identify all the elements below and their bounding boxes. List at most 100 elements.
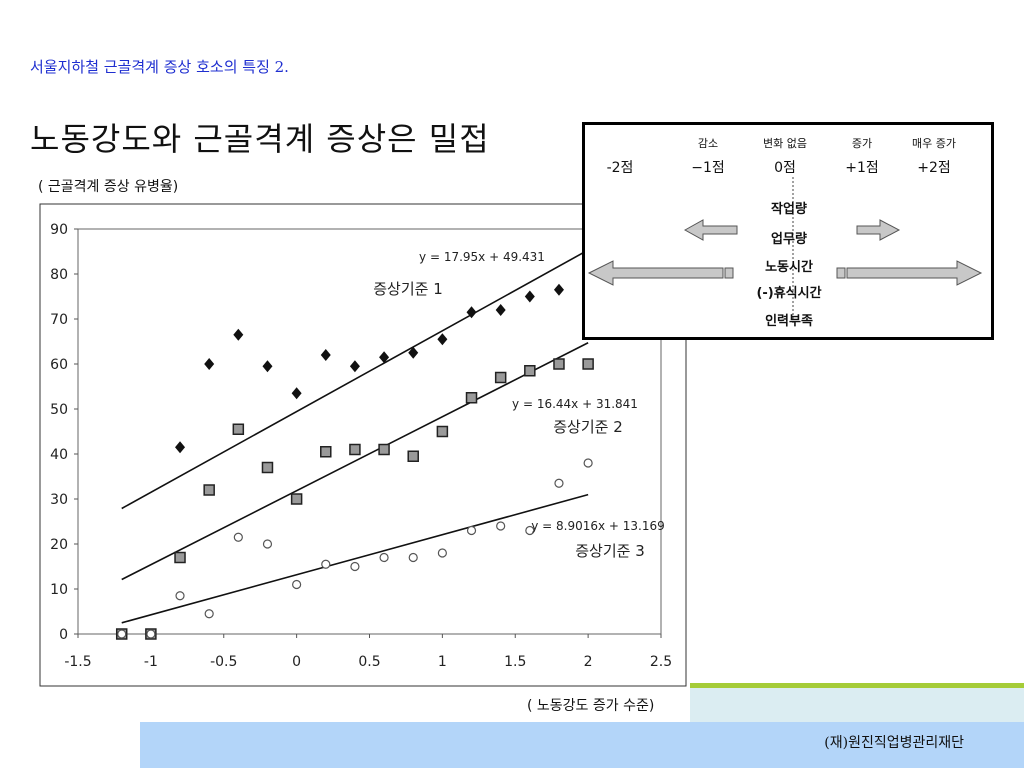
scale-label-increase: 증가 (852, 137, 872, 150)
circle-point (292, 579, 302, 590)
circle-point (554, 478, 564, 488)
x-tick-label: 1 (438, 654, 447, 670)
y-tick-label: 90 (50, 222, 68, 238)
right-arrow-small-icon (856, 219, 901, 241)
circle-point (437, 548, 447, 558)
circle-point (466, 525, 477, 536)
circle-point (233, 532, 243, 542)
scale-point-plus2: +2점 (917, 160, 951, 176)
diamond-point (466, 306, 477, 319)
square-point (465, 392, 478, 404)
diamond-point (553, 283, 564, 296)
footer-bar (140, 722, 1024, 768)
footer-organization: (재)원진직업병관리재단 (824, 735, 964, 751)
square-point (174, 551, 186, 564)
diamond-point (291, 387, 302, 400)
y-tick-label: 60 (50, 357, 68, 373)
circle-point (496, 521, 506, 531)
circle-point (379, 552, 389, 563)
diamond-point (524, 290, 535, 303)
scale-point-0: 0점 (774, 160, 796, 176)
diamond-point (408, 346, 419, 359)
factor-staff-shortage: 인력부족 (765, 313, 813, 329)
footer-light-band (690, 688, 1024, 722)
factor-working-hours: 노동시간 (765, 259, 813, 275)
y-tick-label: 50 (50, 402, 68, 418)
series-name-3: 증상기준 3 (575, 542, 645, 560)
chart-frame (39, 203, 687, 687)
scale-label-decrease: 감소 (698, 137, 718, 150)
circle-point (583, 458, 593, 468)
square-point (261, 461, 274, 474)
right-arrow-large-icon (846, 260, 983, 286)
slide-title: 노동강도와 근골격계 증상은 밀접 (30, 120, 490, 158)
circle-point (321, 559, 331, 569)
circle-point (146, 629, 156, 639)
square-point (582, 358, 594, 370)
slide-subtitle: 서울지하철 근골격계 증상 호소의 특징 2. (30, 58, 289, 76)
diamond-point (495, 304, 506, 316)
square-point (524, 365, 536, 377)
diamond-point (204, 358, 215, 370)
scale-label-large-increase: 매우 증가 (912, 137, 956, 150)
circle-point (175, 591, 185, 601)
series-labels: y = 17.95x + 49.431 증상기준 1 y = 16.44x + 31… (373, 250, 665, 560)
left-arrow-small-icon (683, 219, 738, 241)
square-point (553, 358, 565, 370)
square-point (436, 425, 449, 438)
series-name-1: 증상기준 1 (373, 280, 443, 298)
square-point (232, 423, 245, 435)
y-tick-label: 40 (50, 447, 68, 463)
y-tick-label: 20 (50, 537, 68, 553)
circle-point (204, 609, 214, 619)
series-equation-3: y = 8.9016x + 13.169 (531, 519, 665, 533)
x-tick-label: 0 (292, 654, 301, 670)
x-tick-label: 0.5 (358, 654, 380, 670)
x-tick-label: -1 (144, 654, 158, 670)
scale-point-minus2: -2점 (607, 160, 634, 176)
y-tick-label: 80 (50, 267, 68, 283)
factor-rest-time: (-)휴식시간 (756, 285, 821, 301)
labor-intensity-scale-panel: 감소 변화 없음 증가 매우 증가 -2점 −1점 0점 +1점 +2점 작업량… (582, 122, 994, 340)
scale-point-minus1: −1점 (691, 160, 725, 176)
left-arrow-large-icon (587, 260, 724, 286)
square-point (349, 443, 361, 456)
square-point (320, 446, 332, 458)
x-axis-caption: ( 노동강도 증가 수준) (527, 698, 655, 714)
diamond-point (349, 360, 360, 373)
x-tick-label: -0.5 (210, 654, 237, 670)
diamond-point (320, 349, 331, 361)
y-tick-label: 30 (50, 492, 68, 508)
factor-workload: 작업량 (771, 201, 807, 217)
trend-line-2 (121, 342, 589, 581)
circle-point (350, 561, 360, 572)
trend-line-1 (121, 249, 589, 510)
x-tick-label: -1.5 (64, 654, 91, 670)
y-axis-caption: ( 근골격계 증상 유병율) (38, 179, 179, 195)
diamond-point (233, 328, 244, 341)
scale-label-no-change: 변화 없음 (763, 137, 807, 150)
y-tick-label: 10 (50, 582, 68, 598)
square-point (407, 450, 419, 462)
x-tick-label: 2.5 (650, 654, 672, 670)
x-tick-label: 2 (584, 654, 593, 670)
circle-point (525, 525, 535, 536)
trend-line-3 (121, 493, 589, 624)
square-point (290, 493, 303, 505)
square-point (378, 443, 390, 456)
square-point (494, 371, 507, 384)
left-dash-icon (724, 267, 734, 279)
scale-point-plus1: +1점 (845, 160, 879, 176)
trend-lines (121, 249, 589, 624)
series-name-2: 증상기준 2 (553, 418, 623, 436)
factor-task-load: 업무량 (771, 232, 807, 247)
circle-point (117, 629, 127, 639)
chart-axes: -1.5 -1 -0.5 0 0.5 1 1.5 2 2.5 0 10 20 30 40 50 60 70 80 9… (50, 222, 672, 670)
diamond-point (379, 351, 390, 364)
diamond-point (437, 333, 448, 346)
circle-point (262, 539, 273, 549)
data-points (115, 223, 594, 640)
x-tick-label: 1.5 (504, 654, 526, 670)
right-dash-icon (836, 267, 846, 279)
